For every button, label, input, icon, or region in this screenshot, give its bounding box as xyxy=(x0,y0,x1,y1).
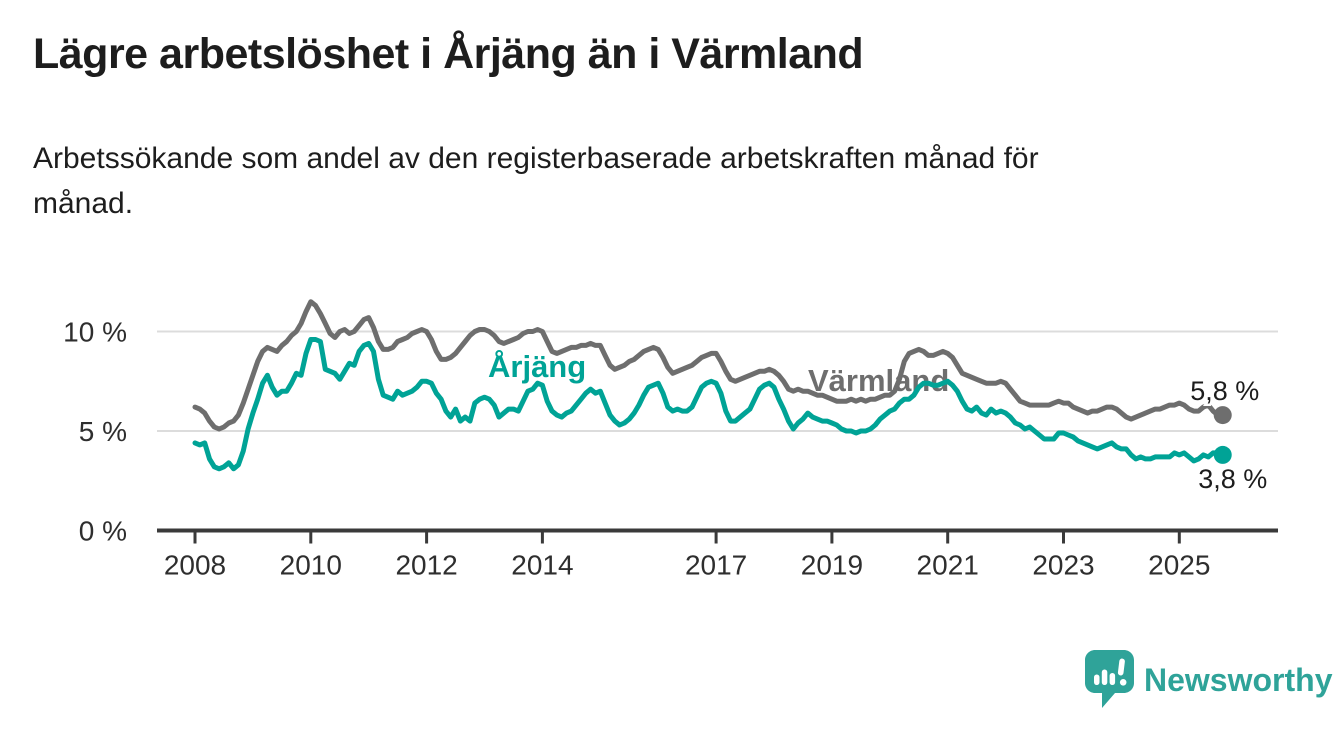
arjang-series-label: Årjäng xyxy=(488,349,586,384)
arjang-line xyxy=(192,337,1226,472)
chart-title: Lägre arbetslöshet i Årjäng än i Värmlan… xyxy=(33,30,864,78)
x-tick-label: 2017 xyxy=(685,550,747,581)
arjang-value-label: 3,8 % xyxy=(1198,464,1267,494)
x-tick-label: 2019 xyxy=(801,550,863,581)
x-tick-label: 2021 xyxy=(917,550,979,581)
arjang-endpoint-dot xyxy=(1213,445,1232,464)
y-tick-label: 0 % xyxy=(79,516,127,547)
unemployment-line-chart: 2008 2010 2012 2014 2017 2019 2021 2023 2025 0 % 5… xyxy=(63,299,1278,581)
x-tick-label: 2025 xyxy=(1148,550,1210,581)
chart-subtitle: Arbetssökande som andel av den registerb… xyxy=(33,136,1039,226)
x-tick-label: 2008 xyxy=(164,550,226,581)
x-tick-label: 2010 xyxy=(280,550,342,581)
varmland-value-label: 5,8 % xyxy=(1190,376,1259,406)
newsworthy-logo: Newsworthy xyxy=(1085,650,1332,710)
y-tick-label: 5 % xyxy=(79,416,127,447)
x-tick-label: 2023 xyxy=(1032,550,1094,581)
subtitle-line-2: månad. xyxy=(33,187,134,220)
newsworthy-logo-text: Newsworthy xyxy=(1144,661,1333,698)
bar-chart-speech-bubble-icon xyxy=(1085,650,1134,708)
varmland-line xyxy=(192,299,1226,432)
x-tick-label: 2014 xyxy=(511,550,573,581)
varmland-series-label: Värmland xyxy=(808,363,949,398)
subtitle-line-1: Arbetssökande som andel av den registerb… xyxy=(33,142,1039,175)
varmland-endpoint-dot xyxy=(1213,406,1232,425)
y-tick-label: 10 % xyxy=(63,317,127,348)
x-tick-label: 2012 xyxy=(395,550,457,581)
